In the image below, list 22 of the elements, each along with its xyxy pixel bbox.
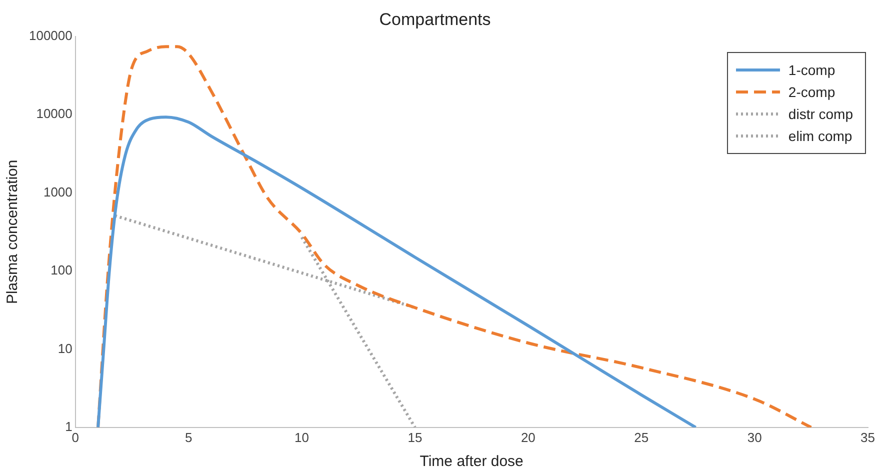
x-tick-label: 0 — [72, 430, 79, 445]
y-tick-label: 100 — [50, 262, 72, 278]
legend-label: 2-comp — [788, 84, 836, 100]
legend-label: distr comp — [788, 106, 853, 122]
x-axis-title: Time after dose — [420, 453, 524, 470]
y-tick-label: 10 — [58, 340, 72, 356]
x-tick-label: 10 — [294, 430, 310, 445]
x-tick-label: 20 — [520, 430, 536, 445]
x-tick-label: 30 — [747, 430, 762, 445]
y-tick-label: 10000 — [36, 106, 72, 122]
y-tick-label: 1000 — [43, 184, 72, 200]
x-tick-label: 25 — [634, 430, 649, 445]
x-tick-label: 35 — [860, 430, 876, 445]
legend-label: elim comp — [788, 128, 852, 144]
x-tick-label: 15 — [408, 430, 422, 445]
x-tick-label: 5 — [184, 430, 192, 445]
line-series — [96, 116, 698, 428]
y-tick-label: 1 — [65, 418, 72, 434]
legend-label: 1-comp — [788, 62, 836, 78]
chart-title: Compartments — [379, 10, 491, 29]
y-axis-title: Plasma concentration — [4, 160, 22, 304]
y-tick-label: 100000 — [28, 28, 72, 43]
